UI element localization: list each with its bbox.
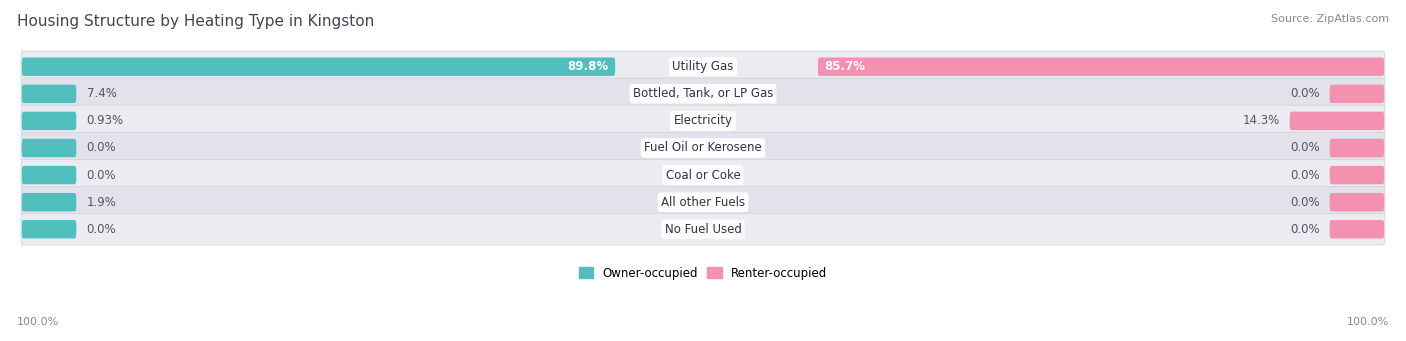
FancyBboxPatch shape (1330, 220, 1384, 238)
Text: 85.7%: 85.7% (825, 60, 866, 73)
FancyBboxPatch shape (21, 213, 1385, 245)
Text: All other Fuels: All other Fuels (661, 196, 745, 209)
Text: 14.3%: 14.3% (1243, 114, 1279, 128)
FancyBboxPatch shape (21, 105, 1385, 137)
Text: 0.0%: 0.0% (1289, 142, 1319, 154)
FancyBboxPatch shape (21, 78, 1385, 109)
FancyBboxPatch shape (1330, 193, 1384, 211)
FancyBboxPatch shape (22, 112, 76, 130)
FancyBboxPatch shape (22, 85, 76, 103)
FancyBboxPatch shape (1330, 166, 1384, 184)
Legend: Owner-occupied, Renter-occupied: Owner-occupied, Renter-occupied (574, 262, 832, 284)
Text: Electricity: Electricity (673, 114, 733, 128)
Text: 7.4%: 7.4% (87, 87, 117, 100)
Text: Source: ZipAtlas.com: Source: ZipAtlas.com (1271, 14, 1389, 24)
FancyBboxPatch shape (1330, 85, 1384, 103)
Text: 1.9%: 1.9% (87, 196, 117, 209)
FancyBboxPatch shape (21, 187, 1385, 218)
Text: Coal or Coke: Coal or Coke (665, 168, 741, 181)
Text: 0.0%: 0.0% (87, 142, 117, 154)
Text: 0.0%: 0.0% (1289, 87, 1319, 100)
FancyBboxPatch shape (21, 132, 1385, 164)
FancyBboxPatch shape (818, 58, 1384, 76)
Text: 0.0%: 0.0% (1289, 196, 1319, 209)
Text: 0.0%: 0.0% (87, 168, 117, 181)
Text: Housing Structure by Heating Type in Kingston: Housing Structure by Heating Type in Kin… (17, 14, 374, 29)
Text: 100.0%: 100.0% (1347, 317, 1389, 327)
Text: 89.8%: 89.8% (567, 60, 609, 73)
FancyBboxPatch shape (21, 159, 1385, 191)
FancyBboxPatch shape (22, 166, 76, 184)
FancyBboxPatch shape (21, 51, 1385, 83)
Text: No Fuel Used: No Fuel Used (665, 223, 741, 236)
Text: 100.0%: 100.0% (17, 317, 59, 327)
Text: 0.0%: 0.0% (1289, 168, 1319, 181)
Text: 0.0%: 0.0% (87, 223, 117, 236)
FancyBboxPatch shape (1330, 139, 1384, 157)
Text: Bottled, Tank, or LP Gas: Bottled, Tank, or LP Gas (633, 87, 773, 100)
FancyBboxPatch shape (22, 193, 76, 211)
Text: 0.0%: 0.0% (1289, 223, 1319, 236)
FancyBboxPatch shape (22, 139, 76, 157)
FancyBboxPatch shape (22, 220, 76, 238)
Text: Utility Gas: Utility Gas (672, 60, 734, 73)
Text: Fuel Oil or Kerosene: Fuel Oil or Kerosene (644, 142, 762, 154)
Text: 0.93%: 0.93% (87, 114, 124, 128)
FancyBboxPatch shape (1289, 112, 1384, 130)
FancyBboxPatch shape (22, 58, 616, 76)
